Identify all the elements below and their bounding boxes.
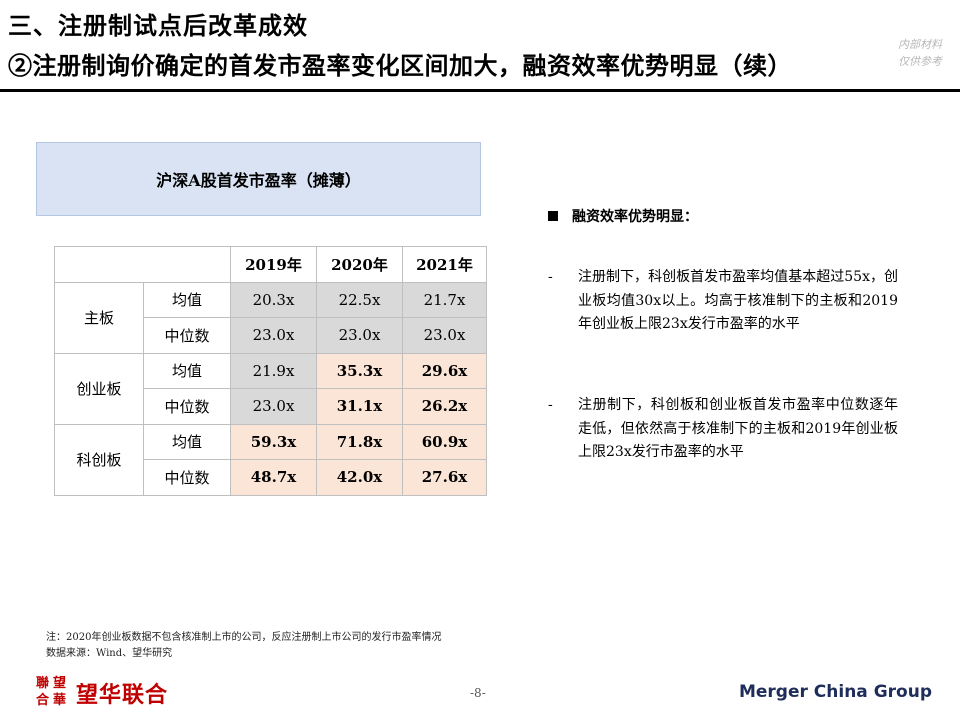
- footnote: 注：2020年创业板数据不包含核准制上市的公司，反应注册制上市公司的发行市盈率情…: [46, 630, 441, 662]
- table-cell: 48.7x: [230, 459, 317, 496]
- table-row: 主板 均值 20.3x 22.5x 21.7x: [54, 281, 487, 354]
- table-row: 科创板 均值 59.3x 71.8x 60.9x: [54, 423, 487, 496]
- watermark: 内部材料 仅供参考: [898, 36, 942, 70]
- bullet-text: 注册制下，科创板和创业板首发市盈率中位数逐年走低，但依然高于核准制下的主板和20…: [578, 397, 898, 460]
- table-cell: 42.0x: [316, 459, 403, 496]
- table-cell: 21.7x: [402, 281, 487, 318]
- metric-label: 中位数: [143, 317, 231, 354]
- dash-bullet: -: [548, 397, 553, 413]
- table-cell: 60.9x: [402, 423, 487, 460]
- bullet-text: 注册制下，科创板首发市盈率均值基本超过55x，创业板均值30x以上。均高于核准制…: [578, 269, 898, 332]
- table-row: 创业板 均值 21.9x 35.3x 29.6x: [54, 352, 487, 425]
- group-label-star-market: 科创板: [54, 423, 144, 496]
- table-row: 中位数 48.7x 42.0x 27.6x: [55, 459, 487, 496]
- table-header-row: 2019年 2020年 2021年: [54, 246, 487, 283]
- metric-label: 均值: [143, 423, 231, 460]
- brand-name: Merger China Group: [738, 682, 932, 702]
- metric-label: 中位数: [143, 459, 231, 496]
- section-title: 三、注册制试点后改革成效: [8, 11, 308, 40]
- dash-bullet: -: [548, 269, 553, 285]
- table-row: 中位数 23.0x 23.0x 23.0x: [55, 317, 487, 354]
- pe-ratio-table: 2019年 2020年 2021年 主板 均值 20.3x 22.5x 21.7…: [54, 246, 487, 496]
- metric-label: 均值: [143, 352, 231, 389]
- page-number: -8-: [470, 686, 486, 700]
- watermark-line2: 仅供参考: [898, 55, 942, 68]
- table-cell: 23.0x: [230, 317, 317, 354]
- table-row: 中位数 23.0x 31.1x 26.2x: [55, 388, 487, 425]
- table-cell: 22.5x: [316, 281, 403, 318]
- table-cell: 23.0x: [230, 388, 317, 425]
- group-label-chinext: 创业板: [54, 352, 144, 425]
- table-cell: 71.8x: [316, 423, 403, 460]
- title-divider: [0, 89, 960, 92]
- metric-label: 均值: [143, 281, 231, 318]
- table-cell: 26.2x: [402, 388, 487, 425]
- watermark-line1: 内部材料: [898, 38, 942, 51]
- table-cell: 59.3x: [230, 423, 317, 460]
- year-header-2021: 2021年: [402, 246, 487, 283]
- table-cell: 35.3x: [316, 352, 403, 389]
- table-cell: 21.9x: [230, 352, 317, 389]
- table-cell: 23.0x: [316, 317, 403, 354]
- footnote-source: 数据来源：Wind、望华研究: [46, 648, 173, 659]
- bullet-heading-text: 融资效率优势明显：: [572, 209, 698, 225]
- table-cell: 31.1x: [316, 388, 403, 425]
- group-label-main-board: 主板: [54, 281, 144, 354]
- table-title: 沪深A股首发市盈率（摊薄）: [36, 142, 481, 216]
- table-cell: 23.0x: [402, 317, 487, 354]
- table-corner-cell: [54, 246, 231, 283]
- year-header-2020: 2020年: [316, 246, 403, 283]
- table-cell: 29.6x: [402, 352, 487, 389]
- bullet-item-1: - 注册制下，科创板首发市盈率均值基本超过55x，创业板均值30x以上。均高于核…: [548, 266, 898, 337]
- company-logo: 聯 望 合 華 望华联合: [34, 676, 168, 710]
- bullet-heading: 融资效率优势明显：: [548, 206, 698, 226]
- logo-seal-icon: 聯 望 合 華: [35, 676, 66, 708]
- logo-text: 望华联合: [76, 683, 169, 708]
- metric-label: 中位数: [143, 388, 231, 425]
- table-cell: 20.3x: [230, 281, 317, 318]
- table-cell: 27.6x: [402, 459, 487, 496]
- year-header-2019: 2019年: [230, 246, 317, 283]
- bullet-item-2: - 注册制下，科创板和创业板首发市盈率中位数逐年走低，但依然高于核准制下的主板和…: [548, 394, 898, 465]
- slide-title: ②注册制询价确定的首发市盈率变化区间加大，融资效率优势明显（续）: [8, 51, 792, 80]
- footnote-note: 注：2020年创业板数据不包含核准制上市的公司，反应注册制上市公司的发行市盈率情…: [46, 632, 442, 643]
- square-bullet-icon: [548, 211, 558, 221]
